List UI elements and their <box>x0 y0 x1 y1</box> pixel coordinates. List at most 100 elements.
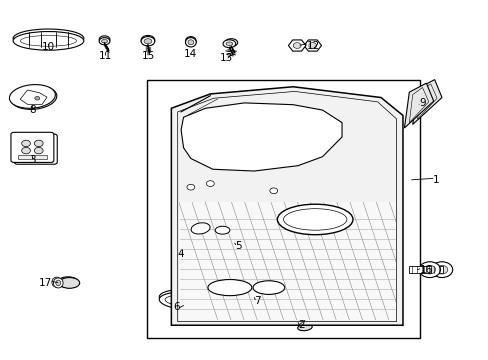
Circle shape <box>418 262 440 278</box>
Text: 5: 5 <box>234 241 241 251</box>
Ellipse shape <box>159 289 212 307</box>
Circle shape <box>233 235 239 239</box>
Polygon shape <box>404 83 433 128</box>
Ellipse shape <box>13 32 83 50</box>
Ellipse shape <box>277 204 352 235</box>
Ellipse shape <box>102 40 107 43</box>
Circle shape <box>25 149 34 156</box>
Ellipse shape <box>9 85 55 108</box>
Circle shape <box>233 238 239 242</box>
Polygon shape <box>171 233 190 251</box>
Circle shape <box>34 147 43 154</box>
Circle shape <box>308 42 316 48</box>
Circle shape <box>36 98 41 101</box>
Ellipse shape <box>99 38 110 45</box>
Circle shape <box>269 188 277 194</box>
Ellipse shape <box>207 279 251 296</box>
Circle shape <box>423 265 435 274</box>
Polygon shape <box>288 40 305 51</box>
Ellipse shape <box>237 286 271 300</box>
Text: 14: 14 <box>184 49 197 59</box>
Text: 16: 16 <box>419 265 432 275</box>
Polygon shape <box>178 202 395 320</box>
Text: 15: 15 <box>141 51 154 61</box>
Ellipse shape <box>58 277 78 288</box>
Text: 13: 13 <box>219 53 232 63</box>
Ellipse shape <box>165 295 208 307</box>
Ellipse shape <box>226 236 243 244</box>
Bar <box>408 266 430 273</box>
Ellipse shape <box>141 37 155 46</box>
Ellipse shape <box>191 223 210 234</box>
FancyBboxPatch shape <box>11 132 54 162</box>
Circle shape <box>206 181 214 186</box>
Bar <box>147 80 419 338</box>
Circle shape <box>435 265 447 274</box>
Circle shape <box>38 149 46 156</box>
Circle shape <box>178 242 185 247</box>
Ellipse shape <box>144 39 152 44</box>
Polygon shape <box>171 235 190 253</box>
Ellipse shape <box>224 39 237 46</box>
Ellipse shape <box>292 317 313 325</box>
Circle shape <box>430 262 452 278</box>
Ellipse shape <box>187 39 193 44</box>
Text: 10: 10 <box>42 42 55 52</box>
Ellipse shape <box>165 292 208 304</box>
Text: 12: 12 <box>306 41 320 50</box>
Ellipse shape <box>225 42 232 45</box>
Polygon shape <box>181 103 341 171</box>
Ellipse shape <box>237 287 271 302</box>
Ellipse shape <box>215 226 229 234</box>
Ellipse shape <box>287 312 308 319</box>
Text: 8: 8 <box>29 105 36 115</box>
Circle shape <box>25 142 34 148</box>
Ellipse shape <box>227 41 234 44</box>
Bar <box>420 266 442 273</box>
Polygon shape <box>21 91 48 105</box>
Text: 6: 6 <box>173 302 180 312</box>
Ellipse shape <box>292 319 306 325</box>
Circle shape <box>293 42 301 48</box>
Ellipse shape <box>159 292 212 310</box>
Bar <box>18 154 47 159</box>
Ellipse shape <box>52 277 61 287</box>
Ellipse shape <box>185 38 196 47</box>
Ellipse shape <box>54 279 59 285</box>
Ellipse shape <box>144 38 152 42</box>
Bar <box>21 156 50 161</box>
Ellipse shape <box>187 40 193 45</box>
Text: 2: 2 <box>298 320 304 330</box>
Circle shape <box>35 96 40 100</box>
Ellipse shape <box>252 281 284 294</box>
Ellipse shape <box>241 290 266 299</box>
Text: 17: 17 <box>39 278 52 288</box>
Polygon shape <box>20 90 47 104</box>
Text: 3: 3 <box>29 155 36 165</box>
Ellipse shape <box>297 324 311 331</box>
Text: 9: 9 <box>418 98 425 108</box>
Circle shape <box>186 184 194 190</box>
Ellipse shape <box>56 280 61 286</box>
Ellipse shape <box>185 37 196 46</box>
Ellipse shape <box>283 209 346 230</box>
FancyBboxPatch shape <box>14 134 57 164</box>
Ellipse shape <box>226 233 243 241</box>
Ellipse shape <box>99 36 110 43</box>
Ellipse shape <box>141 36 155 45</box>
Ellipse shape <box>223 40 235 48</box>
Text: 7: 7 <box>254 296 260 306</box>
Ellipse shape <box>241 288 266 298</box>
Text: 4: 4 <box>178 248 184 258</box>
Circle shape <box>21 147 30 154</box>
Ellipse shape <box>11 86 57 109</box>
Polygon shape <box>304 40 321 51</box>
Circle shape <box>34 140 43 147</box>
Polygon shape <box>412 80 441 125</box>
Ellipse shape <box>53 278 63 288</box>
Circle shape <box>21 140 30 147</box>
Circle shape <box>38 142 46 148</box>
Circle shape <box>178 239 185 244</box>
Text: 1: 1 <box>432 175 439 185</box>
Ellipse shape <box>102 38 107 41</box>
